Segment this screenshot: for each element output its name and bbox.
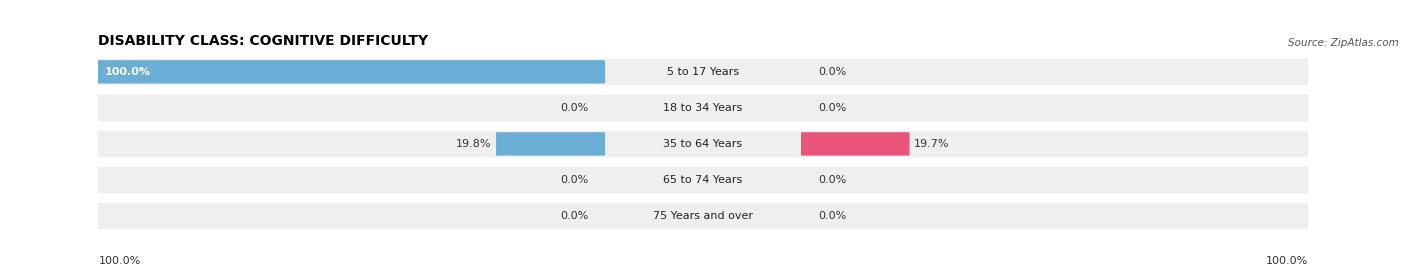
Text: 0.0%: 0.0% [818,103,846,113]
FancyBboxPatch shape [83,95,1323,121]
FancyBboxPatch shape [801,132,910,155]
Text: DISABILITY CLASS: COGNITIVE DIFFICULTY: DISABILITY CLASS: COGNITIVE DIFFICULTY [98,34,429,48]
Text: 19.7%: 19.7% [914,139,950,149]
FancyBboxPatch shape [83,59,1323,85]
Text: Source: ZipAtlas.com: Source: ZipAtlas.com [1288,38,1399,48]
Text: 75 Years and over: 75 Years and over [652,211,754,221]
FancyBboxPatch shape [94,60,605,83]
Text: 100.0%: 100.0% [98,256,141,266]
Text: 5 to 17 Years: 5 to 17 Years [666,67,740,77]
FancyBboxPatch shape [83,203,1323,229]
Text: 0.0%: 0.0% [818,67,846,77]
Text: 100.0%: 100.0% [1265,256,1308,266]
Text: 19.8%: 19.8% [456,139,491,149]
Text: 100.0%: 100.0% [104,67,150,77]
Text: 0.0%: 0.0% [818,175,846,185]
FancyBboxPatch shape [83,131,1323,157]
Text: 0.0%: 0.0% [560,103,588,113]
Text: 65 to 74 Years: 65 to 74 Years [664,175,742,185]
Text: 18 to 34 Years: 18 to 34 Years [664,103,742,113]
Text: 0.0%: 0.0% [560,175,588,185]
FancyBboxPatch shape [496,132,605,155]
Text: 0.0%: 0.0% [560,211,588,221]
Text: 35 to 64 Years: 35 to 64 Years [664,139,742,149]
FancyBboxPatch shape [83,167,1323,193]
Text: 0.0%: 0.0% [818,211,846,221]
